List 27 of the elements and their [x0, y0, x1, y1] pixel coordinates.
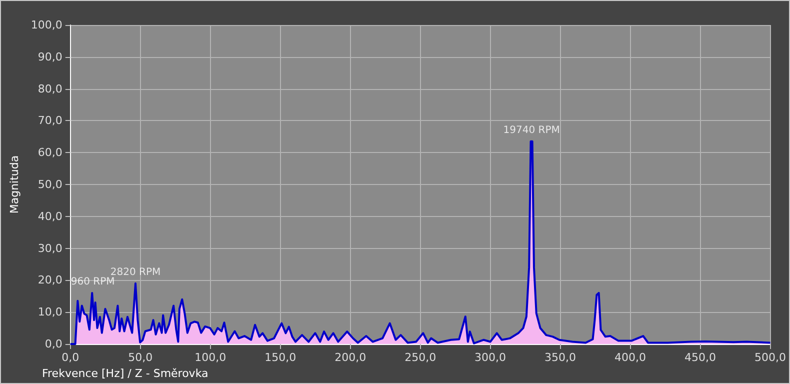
x-tick-label: 400,0 — [614, 351, 646, 364]
annotation: 19740 RPM — [503, 124, 560, 136]
y-tick-label: 100,0 — [30, 18, 62, 32]
x-tick-label: 100,0 — [194, 351, 226, 364]
x-tick-label: 450,0 — [684, 351, 716, 364]
y-tick-label: 80,0 — [38, 82, 62, 96]
x-tick-label: 200,0 — [334, 351, 366, 364]
x-tick-label: 300,0 — [474, 351, 506, 364]
x-tick-label: 0,0 — [62, 351, 80, 364]
y-tick-label: 70,0 — [38, 114, 62, 128]
y-tick-label: 50,0 — [38, 178, 62, 191]
x-tick-label: 50,0 — [128, 351, 153, 364]
y-tick-label: 60,0 — [38, 146, 62, 160]
y-tick-label: 40,0 — [38, 210, 62, 223]
y-tick-label: 0,0 — [44, 338, 62, 350]
y-tick-label: 90,0 — [38, 50, 62, 64]
annotation: 2820 RPM — [110, 266, 161, 278]
x-tick-label: 350,0 — [544, 351, 576, 364]
x-axis-title: Frekvence [Hz] / Z - Směrovka — [42, 367, 208, 380]
x-tick-label: 150,0 — [264, 351, 296, 364]
x-tick-label: 250,0 — [404, 351, 436, 364]
annotation: 960 RPM — [70, 276, 115, 288]
y-axis-title: Magnituda — [8, 155, 21, 214]
x-tick-label: 500,0 — [754, 351, 786, 364]
y-tick-label: 30,0 — [38, 242, 62, 255]
y-tick-label: 20,0 — [38, 274, 62, 287]
y-tick-label: 10,0 — [38, 306, 62, 319]
